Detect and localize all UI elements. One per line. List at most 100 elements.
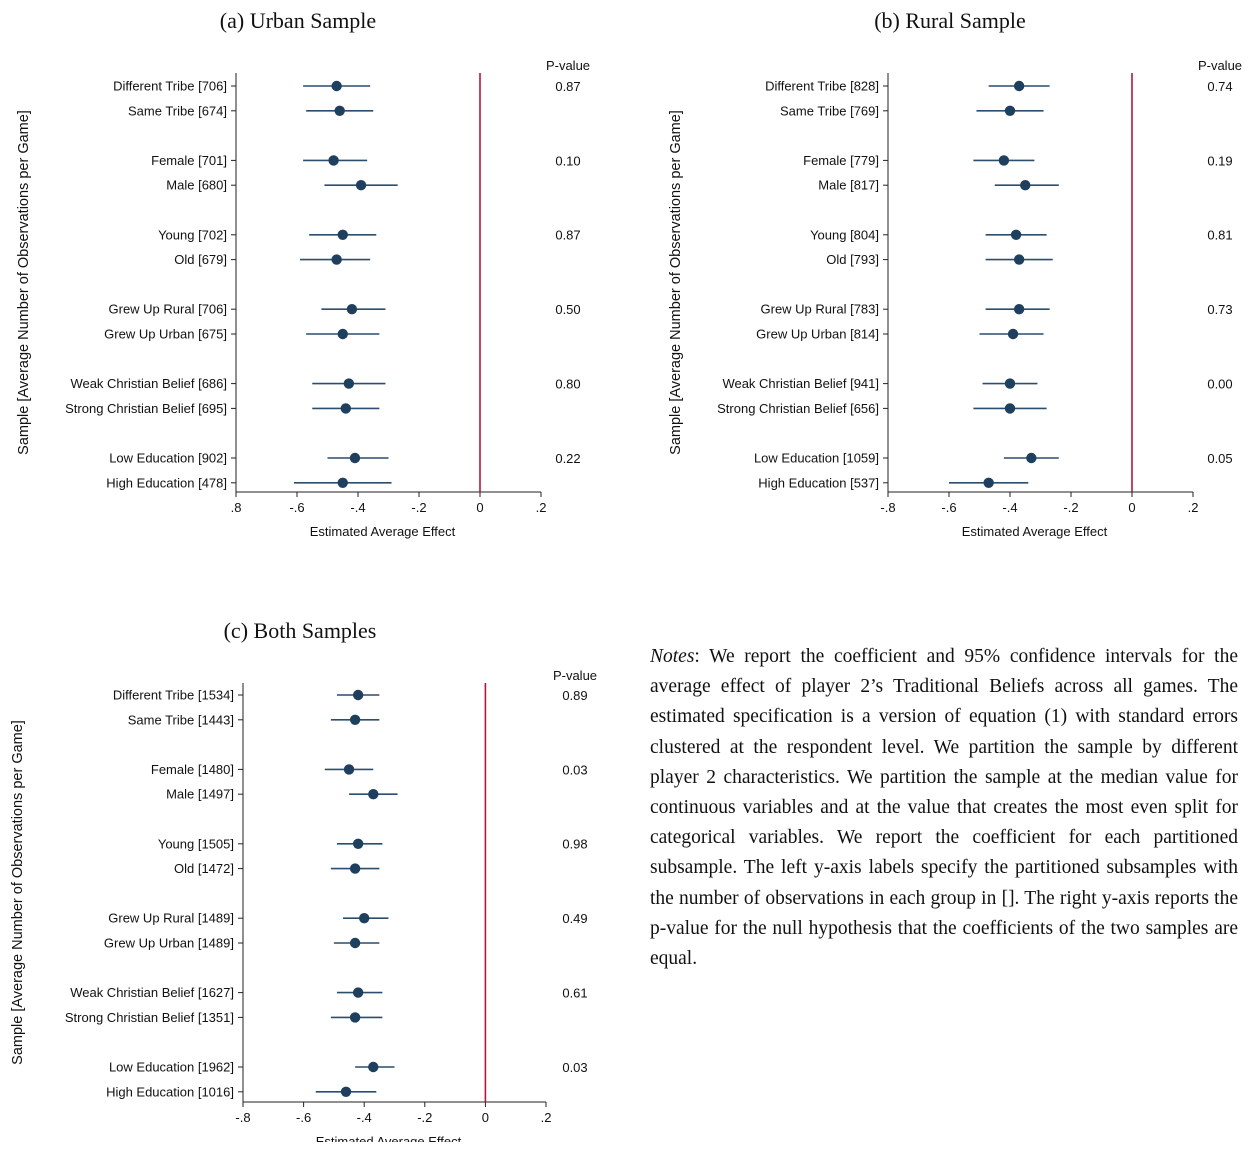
estimate-point (352, 689, 364, 701)
y-tick-label: Different Tribe [828] (765, 79, 879, 94)
x-tick-label: -.6 (296, 1110, 311, 1125)
x-axis-label: Estimated Average Effect (310, 524, 456, 539)
x-tick-label: -.6 (289, 500, 304, 515)
x-tick-label: -.8 (235, 1110, 250, 1125)
y-axis-label: Sample [Average Number of Observations p… (10, 720, 26, 1065)
p-value-label: 0.73 (1207, 302, 1232, 317)
p-value-label: 0.81 (1207, 228, 1232, 243)
y-tick-label: Low Education [1059] (754, 451, 879, 466)
estimate-point (337, 229, 348, 240)
p-value-label: 0.80 (555, 377, 580, 392)
y-tick-label: Male [680] (166, 178, 227, 193)
estimate-point (334, 105, 345, 117)
estimate-point (359, 913, 370, 924)
x-tick-label: .2 (541, 1110, 552, 1125)
p-value-label: 0.49 (562, 911, 587, 926)
p-value-label: 0.19 (1207, 153, 1232, 168)
estimate-point (331, 80, 342, 92)
y-tick-label: Grew Up Urban [814] (756, 327, 879, 342)
estimate-point (346, 304, 358, 315)
estimate-point (1020, 180, 1031, 191)
y-tick-label: Grew Up Rural [706] (109, 302, 228, 317)
estimate-point (331, 254, 342, 265)
estimate-point (343, 378, 355, 389)
p-value-label: 0.22 (555, 451, 580, 466)
estimate-point (328, 155, 339, 166)
p-value-header: P-value (546, 58, 590, 73)
estimate-point (340, 403, 351, 414)
y-tick-label: Same Tribe [1443] (128, 712, 234, 727)
estimate-point (1007, 328, 1019, 340)
y-tick-label: Male [1497] (166, 787, 234, 802)
y-tick-label: Low Education [1962] (109, 1060, 234, 1075)
urban-sample-chart: (a) Urban Sample Sample [Average Number o… (16, 8, 590, 539)
estimate-point (1010, 229, 1022, 240)
estimate-point (998, 155, 1010, 166)
p-value-label: 0.00 (1207, 377, 1232, 392)
y-tick-label: High Education [537] (758, 475, 879, 490)
y-tick-label: Young [1505] (158, 836, 234, 851)
y-tick-label: Female [1480] (151, 762, 234, 777)
chart-title: (c) Both Samples (224, 618, 377, 643)
estimate-point (368, 789, 379, 800)
y-tick-label: Young [702] (158, 227, 227, 242)
p-value-label: 0.98 (562, 837, 587, 852)
estimate-point (1004, 403, 1016, 414)
rural-sample-chart: (b) Rural Sample Sample [Average Number o… (668, 8, 1242, 539)
y-tick-label: Low Education [902] (109, 451, 227, 466)
y-tick-label: High Education [478] (106, 475, 227, 490)
y-tick-label: High Education [1016] (106, 1084, 234, 1099)
x-tick-label: -.2 (411, 500, 426, 515)
p-value-header: P-value (1198, 58, 1242, 73)
figure-notes: Notes: We report the coefficient and 95%… (650, 642, 1238, 974)
y-tick-label: Same Tribe [674] (128, 103, 227, 118)
estimate-point (349, 714, 361, 725)
chart-title: (a) Urban Sample (220, 8, 376, 33)
y-tick-label: Young [804] (810, 227, 879, 242)
p-value-label: 0.03 (562, 1060, 587, 1075)
y-tick-label: Grew Up Rural [1489] (108, 911, 234, 926)
x-tick-label: -.2 (417, 1110, 432, 1125)
y-tick-label: Female [701] (151, 153, 227, 168)
estimate-point (343, 764, 355, 775)
estimate-point (355, 180, 367, 191)
y-tick-label: Strong Christian Belief [656] (717, 401, 879, 416)
x-tick-label: .2 (1188, 500, 1199, 515)
estimate-point (1013, 254, 1025, 265)
y-tick-label: Different Tribe [1534] (113, 688, 234, 703)
y-tick-label: Weak Christian Belief [941] (722, 376, 879, 391)
estimate-point (349, 1012, 361, 1023)
x-tick-label: .2 (536, 500, 547, 515)
x-tick-label: -.4 (1002, 500, 1017, 515)
both-samples-chart: (c) Both Samples Sample [Average Number o… (10, 618, 597, 1142)
y-tick-label: Different Tribe [706] (113, 79, 227, 94)
p-value-label: 0.10 (555, 153, 580, 168)
estimate-point (983, 477, 994, 488)
y-tick-label: Old [1472] (174, 861, 234, 876)
p-value-label: 0.50 (555, 302, 580, 317)
y-tick-label: Female [779] (803, 153, 879, 168)
chart-title: (b) Rural Sample (874, 8, 1026, 33)
x-tick-label: -.2 (1063, 500, 1078, 515)
estimate-point (1004, 378, 1016, 389)
p-value-label: 0.87 (555, 228, 580, 243)
estimate-point (368, 1061, 379, 1073)
y-tick-label: Same Tribe [769] (780, 103, 879, 118)
estimate-point (349, 452, 361, 464)
x-axis-label: Estimated Average Effect (316, 1134, 462, 1142)
x-tick-label: 0 (476, 500, 483, 515)
x-tick-label: -.6 (941, 500, 956, 515)
y-tick-label: Old [679] (174, 252, 227, 267)
y-tick-label: Grew Up Urban [1489] (104, 936, 234, 951)
estimate-point (352, 838, 364, 849)
y-tick-label: Old [793] (826, 252, 879, 267)
notes-lead: Notes (650, 646, 695, 667)
estimate-point (337, 328, 348, 340)
x-tick-label: .8 (231, 500, 242, 515)
estimate-point (1004, 105, 1016, 117)
y-tick-label: Strong Christian Belief [695] (65, 401, 227, 416)
y-axis-label: Sample [Average Number of Observations p… (16, 110, 32, 455)
estimate-point (349, 863, 361, 874)
x-axis-label: Estimated Average Effect (962, 524, 1108, 539)
y-tick-label: Male [817] (818, 178, 879, 193)
